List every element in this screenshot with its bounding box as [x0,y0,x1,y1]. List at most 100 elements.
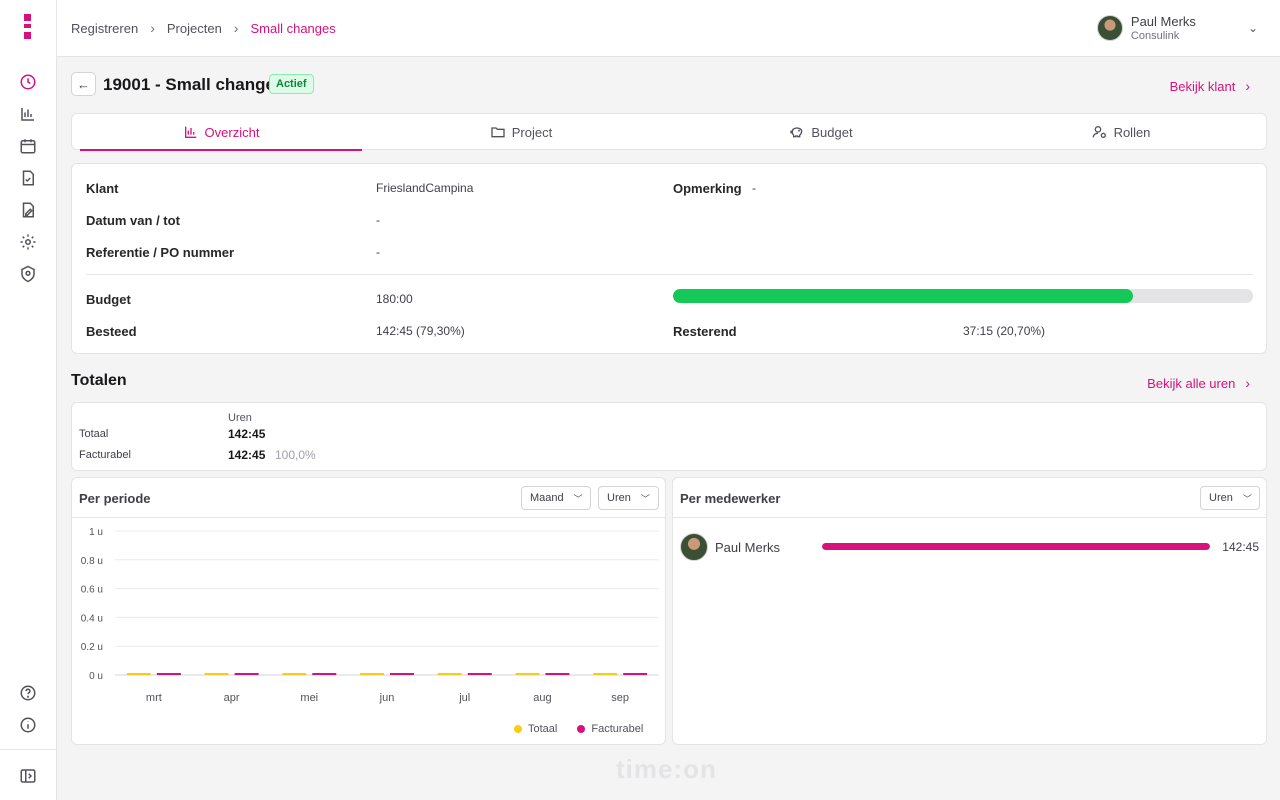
top-bar: Registreren › Projecten › Small changes … [57,0,1280,57]
remark-value: - [752,181,756,195]
bar-facturabel [623,673,648,675]
bar-totaal [593,673,618,675]
clock-icon[interactable] [16,70,40,94]
spent-label: Besteed [86,324,137,339]
legend-dot-totaal [514,725,522,733]
chevron-right-icon: › [233,20,239,36]
folder-icon [491,127,505,138]
chevron-down-icon: ﹀ [1242,493,1252,504]
employee-hours-fill [822,543,1210,550]
tab-budget[interactable]: Budget [680,114,962,150]
total-label: Totaal [79,428,109,440]
hours-column-header: Uren [228,412,252,424]
brand-watermark: time:on [616,754,717,784]
period-select[interactable]: Maand ﹀ [521,486,591,510]
help-icon[interactable] [16,681,40,705]
chevron-right-icon: › [1245,78,1250,94]
billable-label: Facturabel [79,449,131,461]
employee-unit-select-value: Uren [1209,492,1233,504]
document-edit-icon[interactable] [16,198,40,222]
collapse-sidebar-icon[interactable] [16,764,40,788]
employee-unit-select[interactable]: Uren ﹀ [1200,486,1260,510]
breadcrumb: Registreren › Projecten › Small changes [71,20,336,36]
per-period-title: Per periode [79,491,151,506]
remark-label: Opmerking [673,181,742,196]
billable-percentage: 100,0% [275,448,316,462]
budget-progress-fill [673,289,1133,303]
y-tick-label: 1 u [89,527,103,538]
view-client-link[interactable]: Bekijk klant › [1170,78,1250,94]
user-menu[interactable]: Paul Merks Consulink ⌄ [1096,14,1258,43]
y-tick-label: 0.4 u [81,613,103,624]
per-period-header: Per periode Maand ﹀ Uren ﹀ [72,478,665,518]
breadcrumb-current: Small changes [250,20,336,36]
tab-project[interactable]: Project [380,114,662,150]
employee-hours-bar [822,543,1210,550]
per-employee-panel: Per medewerker Uren ﹀ Paul Merks 142:45 [672,477,1267,745]
breadcrumb-projecten[interactable]: Projecten [166,20,222,36]
per-employee-title: Per medewerker [680,491,781,506]
bar-totaal [515,673,540,675]
shield-user-icon[interactable] [16,262,40,286]
tab-overzicht-label: Overzicht [204,124,260,140]
x-tick-label: sep [611,692,629,704]
per-employee-header: Per medewerker Uren ﹀ [673,478,1266,518]
x-tick-label: aug [533,692,551,704]
x-tick-label: mei [300,692,318,704]
x-tick-label: mrt [146,692,162,704]
bar-facturabel [156,673,181,675]
chevron-down-icon[interactable]: ⌄ [1247,21,1258,36]
x-tick-label: apr [224,692,240,704]
app-logo[interactable] [22,14,34,42]
dates-value: - [376,213,380,227]
client-value: FrieslandCampina [376,181,474,195]
tab-bar: Overzicht Project Budget Rollen [71,113,1267,151]
budget-value: 180:00 [376,292,413,306]
document-check-icon[interactable] [16,166,40,190]
breadcrumb-registreren[interactable]: Registreren [71,20,139,36]
reports-chart-icon[interactable] [16,102,40,126]
page-title: 19001 - Small changes [103,75,285,94]
tab-overzicht[interactable]: Overzicht [80,114,362,151]
chevron-down-icon: ﹀ [640,493,650,504]
info-icon[interactable] [16,713,40,737]
status-badge: Actief [269,74,314,94]
legend-label-facturabel: Facturabel [591,723,644,735]
totals-title: Totalen [71,372,127,389]
calendar-icon[interactable] [16,134,40,158]
arrow-left-icon: ← [77,76,90,92]
tab-budget-label: Budget [811,124,853,140]
view-all-hours-link[interactable]: Bekijk alle uren › [1147,375,1250,391]
y-tick-label: 0.8 u [81,556,103,567]
sidebar-divider [0,749,57,750]
avatar [1096,15,1123,42]
y-tick-label: 0.6 u [81,585,103,596]
y-tick-label: 0.2 u [81,642,103,653]
avatar [680,533,708,561]
user-gear-icon [1092,126,1106,138]
spent-value: 142:45 (79,30%) [376,324,465,338]
remaining-label: Resterend [673,324,737,339]
back-button[interactable]: ← [71,72,96,96]
employee-name: Paul Merks [715,540,781,555]
bar-facturabel [312,673,337,675]
tab-rollen[interactable]: Rollen [980,114,1262,150]
divider [86,274,1253,275]
unit-select[interactable]: Uren ﹀ [598,486,659,510]
employee-row[interactable]: Paul Merks 142:45 [680,532,1259,562]
user-org: Consulink [1130,29,1180,42]
employee-hours-value: 142:45 [1222,540,1259,554]
remaining-value: 37:15 (20,70%) [963,324,1046,338]
y-tick-label: 0 u [89,671,103,682]
per-period-chart: 0 u 0.2 u 0.4 u 0.6 u 0.8 u 1 u mrt apr mei jun ju… [81,527,659,704]
chevron-right-icon: › [1245,375,1250,391]
chevron-down-icon: ﹀ [573,493,583,504]
period-select-value: Maand [530,492,564,504]
view-all-hours-label: Bekijk alle uren [1147,375,1236,391]
tab-rollen-label: Rollen [1113,124,1151,140]
client-label: Klant [86,181,119,196]
view-client-label: Bekijk klant [1169,78,1236,94]
reference-value: - [376,245,380,259]
gear-icon[interactable] [16,230,40,254]
bar-facturabel [467,673,492,675]
